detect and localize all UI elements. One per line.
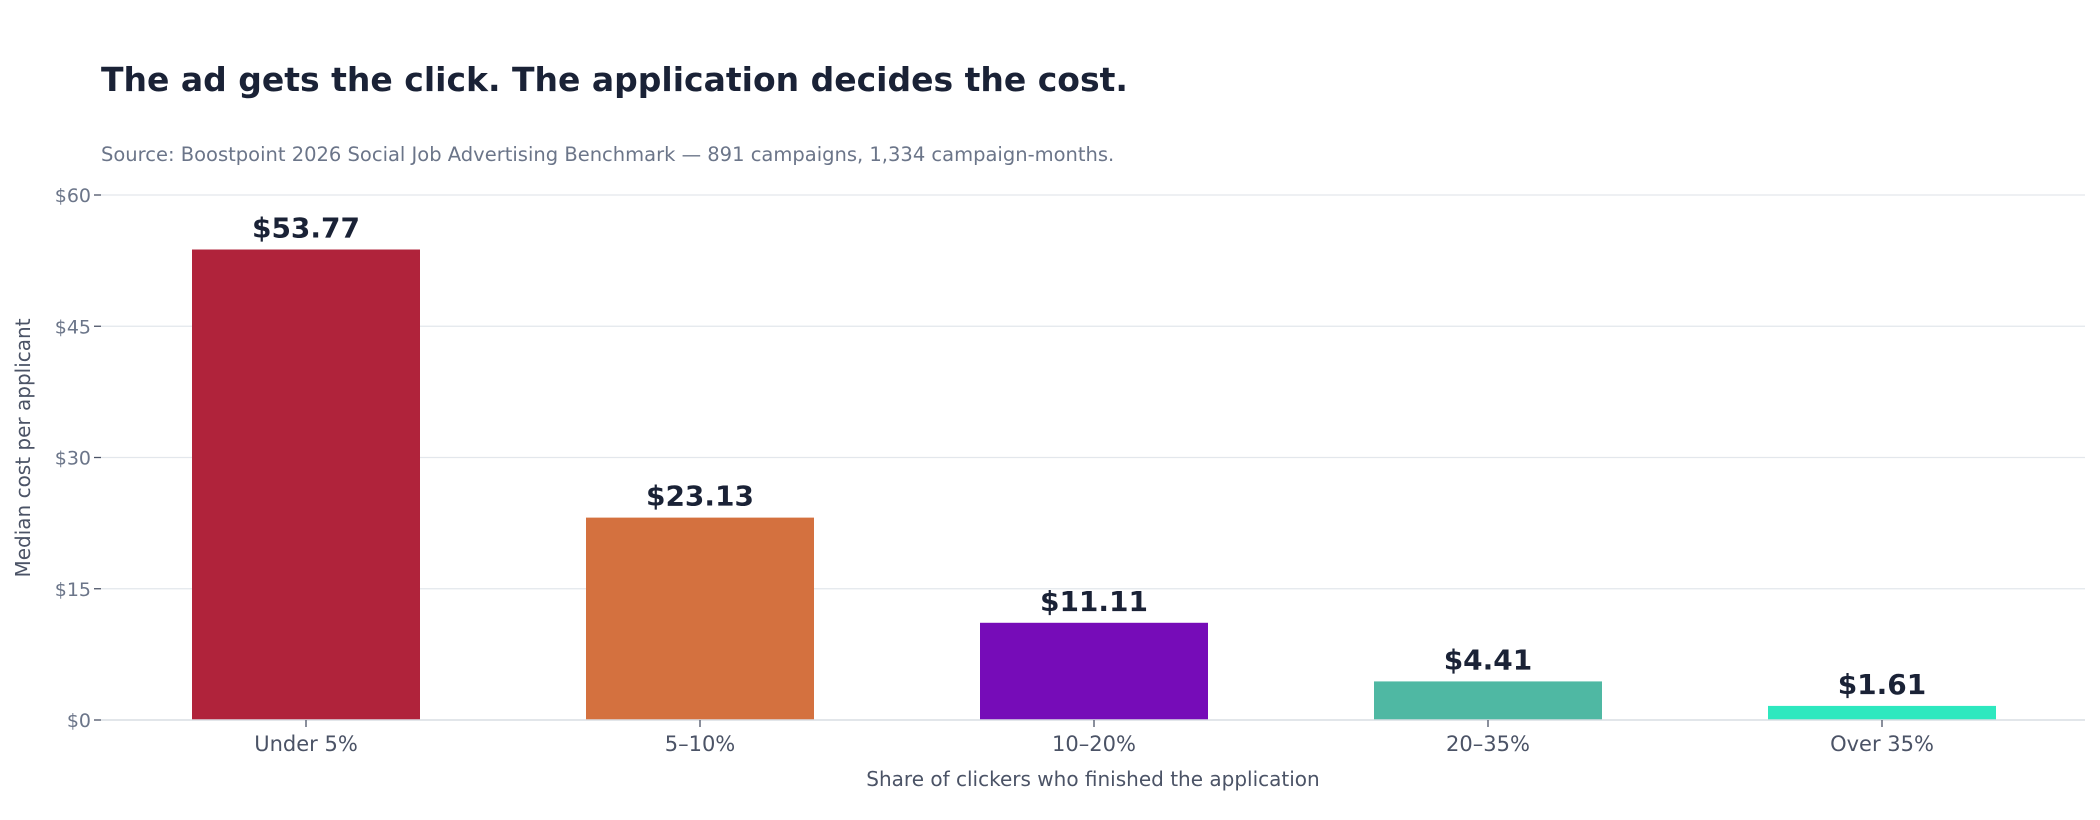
bar-value-label: $53.77 — [252, 212, 360, 245]
chart-subtitle: Source: Boostpoint 2026 Social Job Adver… — [101, 143, 1114, 166]
y-tick-label: $0 — [67, 710, 91, 732]
bar-value-label: $1.61 — [1838, 668, 1927, 701]
chart-title: The ad gets the click. The application d… — [101, 60, 1128, 99]
bar — [586, 517, 814, 720]
y-tick-label: $45 — [55, 316, 91, 338]
x-tick-label: 5–10% — [665, 732, 736, 756]
x-tick-label: 10–20% — [1052, 732, 1136, 756]
bar — [1374, 681, 1602, 720]
bar — [192, 249, 420, 720]
y-tick-label: $60 — [55, 185, 91, 207]
y-tick-label: $30 — [55, 448, 91, 470]
bar-value-label: $11.11 — [1040, 585, 1148, 618]
y-axis-label: Median cost per applicant — [11, 318, 35, 577]
x-tick-label: Under 5% — [254, 732, 358, 756]
labels-layer: $53.77 $23.13 $11.11 $4.41 $1.61 — [252, 212, 1926, 701]
x-tick-label: Over 35% — [1830, 732, 1934, 756]
y-tick-label: $15 — [55, 579, 91, 601]
axes-layer: $0 $15 $30 $45 $60 Under 5% 5–10% 10–20% 20–35% O… — [55, 185, 2085, 756]
bar-value-label: $4.41 — [1444, 643, 1533, 676]
grid-layer — [101, 194, 2085, 590]
bar — [1768, 705, 1996, 720]
bar-value-label: $23.13 — [646, 480, 754, 513]
x-tick-label: 20–35% — [1446, 732, 1530, 756]
bars-layer — [192, 249, 1996, 720]
x-axis-label: Share of clickers who finished the appli… — [866, 767, 1319, 791]
bar — [980, 622, 1208, 720]
